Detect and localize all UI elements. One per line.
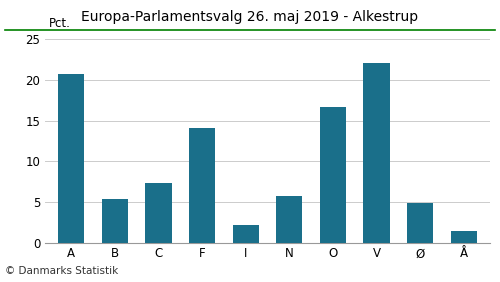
Bar [232, 225, 259, 243]
Bar [364, 63, 390, 243]
Bar [320, 107, 346, 243]
Bar [276, 196, 302, 243]
Bar [102, 199, 128, 243]
Text: Europa-Parlamentsvalg 26. maj 2019 - Alkestrup: Europa-Parlamentsvalg 26. maj 2019 - Alk… [82, 10, 418, 24]
Bar [146, 183, 172, 243]
Bar [58, 74, 84, 243]
Text: Pct.: Pct. [50, 17, 71, 30]
Text: © Danmarks Statistik: © Danmarks Statistik [5, 266, 118, 276]
Bar [450, 231, 477, 243]
Bar [407, 203, 434, 243]
Bar [189, 128, 215, 243]
